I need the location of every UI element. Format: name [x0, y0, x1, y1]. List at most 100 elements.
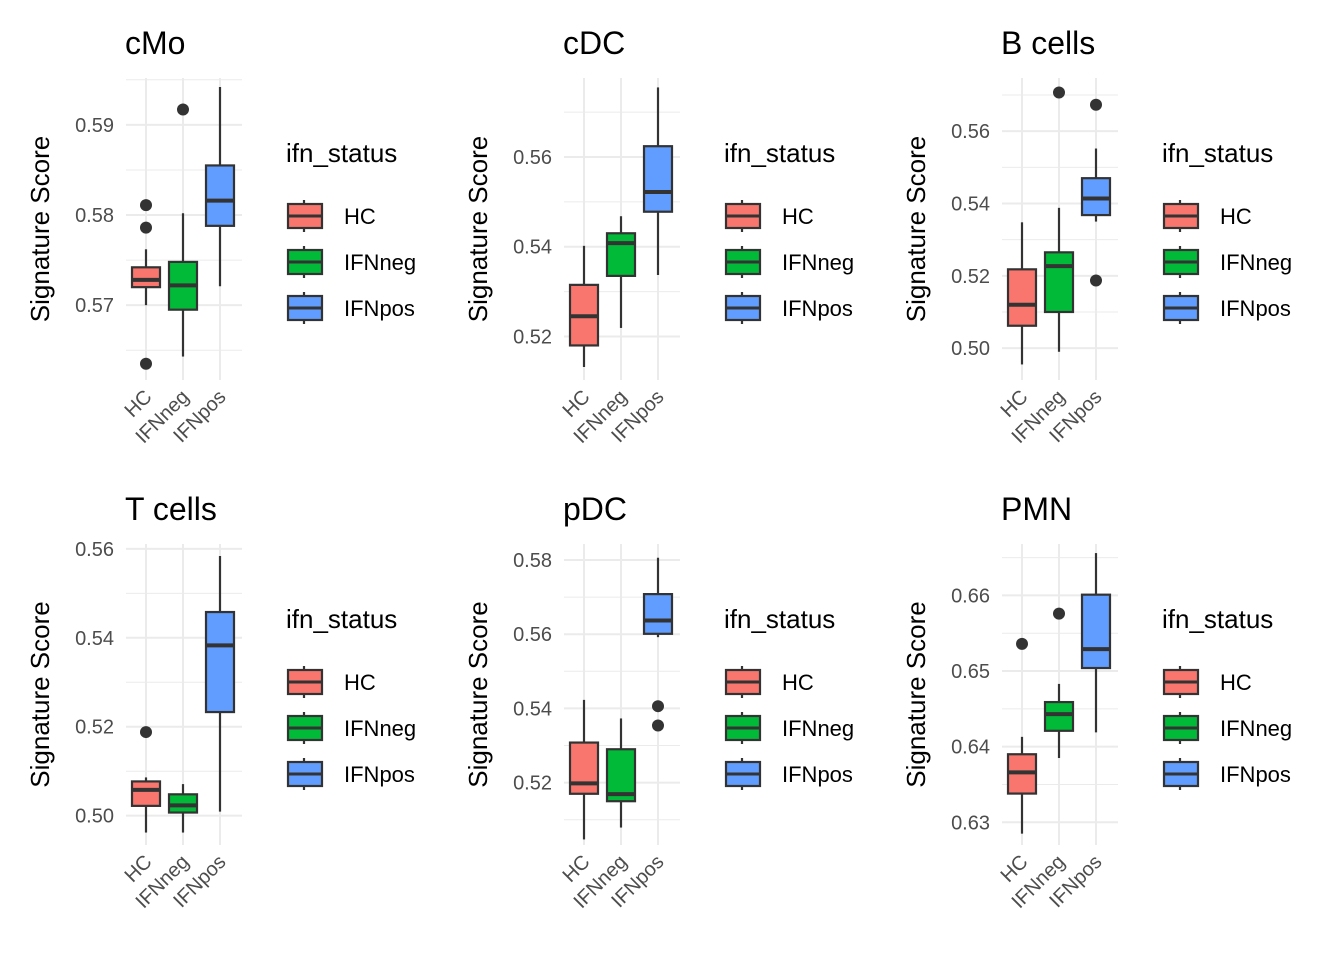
y-tick-label: 0.66	[951, 585, 990, 607]
panel-title: B cells	[1001, 25, 1095, 61]
interquartile-box	[167, 793, 199, 814]
legend-label-hc: HC	[344, 204, 376, 229]
panel-pdc: 0.52 0.54 0.56 0.58 Signature Score pDC HC IFNn…	[463, 491, 854, 913]
interquartile-box	[1006, 268, 1038, 327]
legend-label-ifnneg: IFNneg	[344, 716, 416, 741]
panel-t-cells: 0.50 0.52 0.54 0.56 Signature Score T cells HC…	[25, 491, 416, 913]
panel-title: T cells	[125, 491, 217, 527]
interquartile-box	[1080, 593, 1112, 670]
panel-cdc: 0.52 0.54 0.56 Signature Score cDC HC IFNneg IF…	[463, 25, 854, 448]
box-ifnneg	[1043, 607, 1075, 759]
box-ifnpos	[642, 87, 674, 275]
legend-label-ifnneg: IFNneg	[344, 250, 416, 275]
legend-key-hc	[724, 666, 762, 698]
outlier-point	[177, 103, 189, 116]
y-tick-label: 0.58	[75, 205, 114, 227]
legend-label-hc: HC	[344, 670, 376, 695]
y-tick-label: 0.50	[75, 806, 114, 828]
box-ifnpos	[204, 556, 236, 812]
y-tick-label: 0.64	[951, 737, 990, 759]
y-tick-label: 0.50	[951, 338, 990, 360]
legend-title: ifn_status	[724, 604, 835, 634]
interquartile-box	[204, 610, 236, 714]
legend-key-ifnneg	[1162, 246, 1200, 278]
y-tick-label: 0.56	[75, 539, 114, 561]
y-tick-label: 0.52	[513, 773, 552, 795]
legend: ifn_status HC IFNneg IFNpos	[724, 138, 854, 324]
legend-key-hc	[286, 200, 324, 232]
panel-title: pDC	[563, 491, 627, 527]
outlier-point	[1090, 274, 1102, 287]
y-tick-label: 0.57	[75, 295, 114, 317]
box-ifnpos	[1080, 553, 1112, 733]
interquartile-box	[605, 232, 637, 277]
legend: ifn_status HC IFNneg IFNpos	[286, 138, 416, 324]
outlier-point	[140, 221, 152, 234]
y-tick-label: 0.52	[951, 266, 990, 288]
legend-key-hc	[1162, 200, 1200, 232]
box-ifnpos	[1080, 98, 1112, 287]
legend-key-ifnneg	[724, 246, 762, 278]
y-tick-label: 0.56	[513, 147, 552, 169]
box-ifnneg	[1043, 86, 1075, 352]
box-hc	[1006, 637, 1038, 834]
y-tick-label: 0.58	[513, 550, 552, 572]
interquartile-box	[1043, 700, 1075, 732]
panel-pmn: 0.63 0.64 0.65 0.66 Signature Score PMN HC IFNn…	[901, 491, 1292, 913]
outlier-point	[652, 700, 664, 713]
panel-title: cMo	[125, 25, 185, 61]
outlier-point	[1090, 98, 1102, 111]
legend-label-ifnneg: IFNneg	[782, 716, 854, 741]
legend-label-ifnpos: IFNpos	[782, 762, 853, 787]
legend-key-ifnpos	[286, 758, 324, 790]
legend-title: ifn_status	[286, 604, 397, 634]
outlier-point	[140, 357, 152, 370]
legend-label-hc: HC	[782, 204, 814, 229]
legend-key-ifnpos	[724, 292, 762, 324]
y-tick-label: 0.54	[951, 194, 990, 216]
legend-key-ifnneg	[286, 246, 324, 278]
outlier-point	[140, 726, 152, 739]
y-tick-label: 0.59	[75, 115, 114, 137]
y-tick-label: 0.56	[513, 624, 552, 646]
legend-label-ifnpos: IFNpos	[344, 296, 415, 321]
legend-key-hc	[286, 666, 324, 698]
y-axis-label: Signature Score	[463, 136, 493, 322]
box-ifnpos	[204, 87, 236, 287]
legend-title: ifn_status	[1162, 138, 1273, 168]
legend-label-ifnpos: IFNpos	[344, 762, 415, 787]
y-tick-label: 0.54	[513, 698, 552, 720]
legend-key-hc	[724, 200, 762, 232]
legend-label-hc: HC	[1220, 204, 1252, 229]
legend-key-ifnpos	[1162, 292, 1200, 324]
y-tick-label: 0.54	[75, 628, 114, 650]
outlier-point	[1016, 637, 1028, 650]
y-axis-label: Signature Score	[25, 601, 55, 787]
legend-label-ifnneg: IFNneg	[782, 250, 854, 275]
outlier-point	[1053, 86, 1065, 99]
interquartile-box	[1043, 251, 1075, 314]
y-tick-label: 0.65	[951, 661, 990, 683]
legend: ifn_status HC IFNneg IFNpos	[724, 604, 854, 790]
panel-cmo: 0.57 0.58 0.59 Signature Score cMo HC IFNneg IF…	[25, 25, 416, 448]
legend: ifn_status HC IFNneg IFNpos	[1162, 604, 1292, 790]
legend: ifn_status HC IFNneg IFNpos	[1162, 138, 1292, 324]
box-ifnneg	[605, 718, 637, 828]
legend-key-hc	[1162, 666, 1200, 698]
outlier-point	[652, 719, 664, 732]
y-axis-label: Signature Score	[901, 601, 931, 787]
interquartile-box	[642, 145, 674, 213]
legend-key-ifnpos	[1162, 758, 1200, 790]
legend-title: ifn_status	[286, 138, 397, 168]
legend-label-ifnpos: IFNpos	[782, 296, 853, 321]
outlier-point	[1053, 607, 1065, 620]
y-tick-label: 0.63	[951, 812, 990, 834]
legend-key-ifnneg	[724, 712, 762, 744]
legend-label-ifnneg: IFNneg	[1220, 716, 1292, 741]
y-tick-label: 0.52	[513, 326, 552, 348]
legend-label-hc: HC	[1220, 670, 1252, 695]
legend: ifn_status HC IFNneg IFNpos	[286, 604, 416, 790]
box-ifnpos	[642, 557, 674, 732]
box-ifnneg	[167, 784, 199, 833]
